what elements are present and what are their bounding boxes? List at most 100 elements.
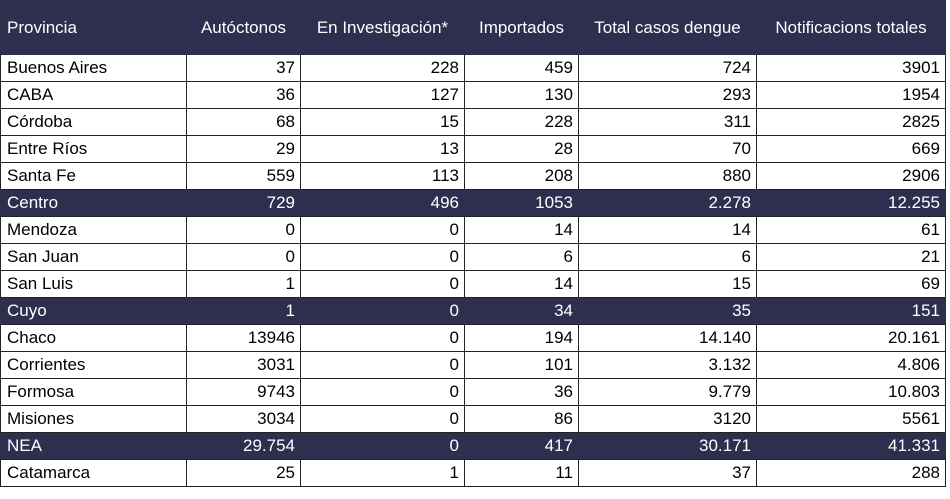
- cell-provincia: Santa Fe: [0, 162, 187, 190]
- cell-importados: 14: [464, 270, 579, 298]
- cell-importados: 194: [464, 324, 579, 352]
- cell-en-investigacion: 0: [300, 243, 465, 271]
- cell-autoctonos: 1: [186, 270, 301, 298]
- cell-importados: 1053: [464, 189, 579, 217]
- table-row-subtotal: NEA 29.754 0 417 30.171 41.331: [0, 432, 946, 460]
- cell-notificaciones: 3901: [756, 54, 946, 82]
- table-header: Provincia Autóctonos En Investigación* I…: [0, 0, 946, 55]
- table-row: Mendoza 0 0 14 14 61: [0, 216, 946, 244]
- cell-provincia: San Juan: [0, 243, 187, 271]
- cell-en-investigacion: 0: [300, 324, 465, 352]
- header-total-casos: Total casos dengue: [578, 0, 757, 55]
- cell-total-casos: 9.779: [578, 378, 757, 406]
- cell-notificaciones: 151: [756, 297, 946, 325]
- cell-notificaciones: 41.331: [756, 432, 946, 460]
- cell-importados: 11: [464, 459, 579, 487]
- cell-total-casos: 6: [578, 243, 757, 271]
- cell-en-investigacion: 127: [300, 81, 465, 109]
- cell-notificaciones: 20.161: [756, 324, 946, 352]
- cell-total-casos: 35: [578, 297, 757, 325]
- dengue-cases-table: Provincia Autóctonos En Investigación* I…: [0, 0, 946, 487]
- header-notificaciones: Notificacions totales: [756, 0, 946, 55]
- cell-notificaciones: 1954: [756, 81, 946, 109]
- cell-total-casos: 880: [578, 162, 757, 190]
- cell-provincia: Buenos Aires: [0, 54, 187, 82]
- table-row: Formosa 9743 0 36 9.779 10.803: [0, 378, 946, 406]
- cell-total-casos: 14.140: [578, 324, 757, 352]
- cell-total-casos: 30.171: [578, 432, 757, 460]
- table-row: Buenos Aires 37 228 459 724 3901: [0, 54, 946, 82]
- cell-autoctonos: 29.754: [186, 432, 301, 460]
- cell-importados: 417: [464, 432, 579, 460]
- cell-autoctonos: 729: [186, 189, 301, 217]
- cell-autoctonos: 559: [186, 162, 301, 190]
- cell-provincia: Cuyo: [0, 297, 187, 325]
- cell-en-investigacion: 13: [300, 135, 465, 163]
- cell-provincia: Misiones: [0, 405, 187, 433]
- cell-autoctonos: 68: [186, 108, 301, 136]
- cell-en-investigacion: 0: [300, 270, 465, 298]
- cell-total-casos: 70: [578, 135, 757, 163]
- cell-total-casos: 3120: [578, 405, 757, 433]
- cell-autoctonos: 3031: [186, 351, 301, 379]
- cell-importados: 34: [464, 297, 579, 325]
- cell-importados: 28: [464, 135, 579, 163]
- cell-total-casos: 14: [578, 216, 757, 244]
- cell-en-investigacion: 15: [300, 108, 465, 136]
- cell-autoctonos: 3034: [186, 405, 301, 433]
- cell-total-casos: 37: [578, 459, 757, 487]
- cell-en-investigacion: 228: [300, 54, 465, 82]
- cell-provincia: Mendoza: [0, 216, 187, 244]
- cell-autoctonos: 13946: [186, 324, 301, 352]
- table-row: CABA 36 127 130 293 1954: [0, 81, 946, 109]
- cell-en-investigacion: 0: [300, 216, 465, 244]
- cell-notificaciones: 669: [756, 135, 946, 163]
- cell-notificaciones: 5561: [756, 405, 946, 433]
- cell-total-casos: 293: [578, 81, 757, 109]
- header-provincia: Provincia: [0, 0, 187, 55]
- table-row: Corrientes 3031 0 101 3.132 4.806: [0, 351, 946, 379]
- header-importados: Importados: [464, 0, 579, 55]
- cell-importados: 228: [464, 108, 579, 136]
- cell-autoctonos: 29: [186, 135, 301, 163]
- cell-total-casos: 15: [578, 270, 757, 298]
- cell-importados: 208: [464, 162, 579, 190]
- cell-provincia: NEA: [0, 432, 187, 460]
- cell-provincia: CABA: [0, 81, 187, 109]
- cell-notificaciones: 2825: [756, 108, 946, 136]
- cell-autoctonos: 1: [186, 297, 301, 325]
- cell-en-investigacion: 1: [300, 459, 465, 487]
- cell-importados: 130: [464, 81, 579, 109]
- header-row: Provincia Autóctonos En Investigación* I…: [0, 0, 946, 55]
- table-row: Entre Ríos 29 13 28 70 669: [0, 135, 946, 163]
- cell-notificaciones: 69: [756, 270, 946, 298]
- table-row: Chaco 13946 0 194 14.140 20.161: [0, 324, 946, 352]
- cell-autoctonos: 25: [186, 459, 301, 487]
- cell-importados: 6: [464, 243, 579, 271]
- cell-provincia: Corrientes: [0, 351, 187, 379]
- cell-en-investigacion: 0: [300, 432, 465, 460]
- cell-provincia: Entre Ríos: [0, 135, 187, 163]
- header-en-investigacion: En Investigación*: [300, 0, 465, 55]
- cell-notificaciones: 2906: [756, 162, 946, 190]
- cell-notificaciones: 4.806: [756, 351, 946, 379]
- cell-en-investigacion: 0: [300, 351, 465, 379]
- cell-autoctonos: 0: [186, 243, 301, 271]
- cell-total-casos: 2.278: [578, 189, 757, 217]
- cell-autoctonos: 37: [186, 54, 301, 82]
- cell-importados: 14: [464, 216, 579, 244]
- cell-en-investigacion: 0: [300, 378, 465, 406]
- cell-total-casos: 311: [578, 108, 757, 136]
- cell-importados: 36: [464, 378, 579, 406]
- table-row: Santa Fe 559 113 208 880 2906: [0, 162, 946, 190]
- cell-notificaciones: 61: [756, 216, 946, 244]
- table-row-subtotal: Cuyo 1 0 34 35 151: [0, 297, 946, 325]
- cell-notificaciones: 10.803: [756, 378, 946, 406]
- table-row: San Juan 0 0 6 6 21: [0, 243, 946, 271]
- cell-provincia: Catamarca: [0, 459, 187, 487]
- cell-importados: 459: [464, 54, 579, 82]
- table-body: Buenos Aires 37 228 459 724 3901 CABA 36 127 130 2…: [0, 54, 946, 487]
- table-row: Catamarca 25 1 11 37 288: [0, 459, 946, 487]
- cell-provincia: Chaco: [0, 324, 187, 352]
